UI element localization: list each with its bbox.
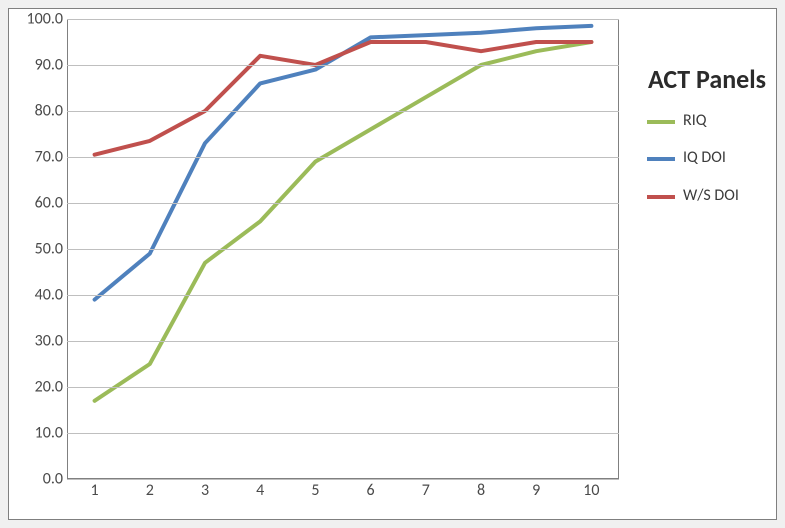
gridline bbox=[67, 111, 619, 112]
x-tick-label: 6 bbox=[367, 481, 375, 500]
legend-swatch bbox=[647, 157, 675, 161]
legend-item: IQ DOI bbox=[647, 149, 767, 167]
gridline bbox=[67, 295, 619, 296]
x-tick-label: 2 bbox=[146, 481, 154, 500]
gridline bbox=[67, 387, 619, 388]
gridline bbox=[67, 341, 619, 342]
legend-swatch bbox=[647, 120, 675, 124]
x-tick-label: 3 bbox=[201, 481, 209, 500]
series-line-iq-doi bbox=[95, 26, 592, 300]
legend-label: RIQ bbox=[683, 112, 706, 130]
series-line-riq bbox=[95, 42, 592, 401]
legend-title: ACT Panels bbox=[647, 65, 767, 94]
gridline bbox=[67, 203, 619, 204]
y-tick-label: 60.0 bbox=[23, 194, 63, 213]
gridline bbox=[67, 65, 619, 66]
y-tick-label: 20.0 bbox=[23, 378, 63, 397]
x-tick-label: 8 bbox=[477, 481, 485, 500]
legend-item: RIQ bbox=[647, 112, 767, 130]
plot-area bbox=[67, 19, 619, 479]
y-tick-label: 100.0 bbox=[23, 10, 63, 29]
x-tick-label: 4 bbox=[256, 481, 264, 500]
x-axis-labels: 1 2 3 4 5 6 7 8 9 10 bbox=[67, 479, 619, 509]
y-tick-label: 90.0 bbox=[23, 56, 63, 75]
gridline bbox=[67, 249, 619, 250]
y-tick-label: 80.0 bbox=[23, 102, 63, 121]
legend-swatch bbox=[647, 195, 675, 199]
y-tick-label: 10.0 bbox=[23, 424, 63, 443]
series-line-w-s-doi bbox=[95, 42, 592, 155]
y-tick-label: 0.0 bbox=[23, 470, 63, 489]
x-tick-label: 7 bbox=[422, 481, 430, 500]
y-axis-labels: 0.0 10.0 20.0 30.0 40.0 50.0 60.0 70.0 80.0 90.0 1… bbox=[9, 9, 67, 519]
x-tick-label: 10 bbox=[583, 481, 599, 500]
y-tick-label: 40.0 bbox=[23, 286, 63, 305]
legend-label: IQ DOI bbox=[683, 149, 726, 167]
y-tick-label: 30.0 bbox=[23, 332, 63, 351]
legend: ACT Panels RIQ IQ DOI W/S DOI bbox=[647, 65, 767, 224]
legend-item: W/S DOI bbox=[647, 187, 767, 205]
x-tick-label: 1 bbox=[91, 481, 99, 500]
y-tick-label: 50.0 bbox=[23, 240, 63, 259]
legend-label: W/S DOI bbox=[683, 187, 739, 205]
x-tick-label: 5 bbox=[311, 481, 319, 500]
gridline bbox=[67, 19, 619, 20]
x-tick-label: 9 bbox=[532, 481, 540, 500]
y-tick-label: 70.0 bbox=[23, 148, 63, 167]
gridline bbox=[67, 433, 619, 434]
gridline bbox=[67, 157, 619, 158]
chart-frame: 0.0 10.0 20.0 30.0 40.0 50.0 60.0 70.0 80.0 90.0 1… bbox=[8, 8, 777, 520]
